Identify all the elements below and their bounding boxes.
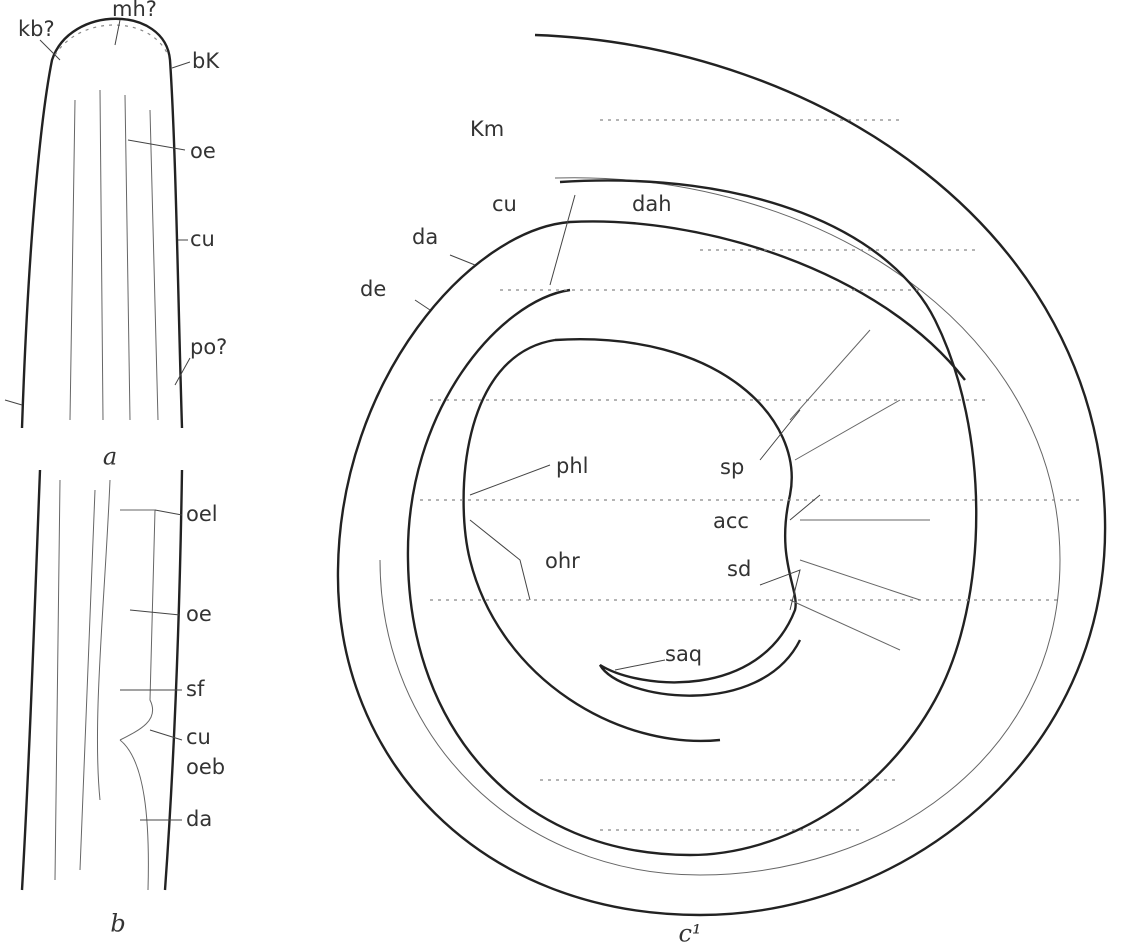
label: da bbox=[186, 807, 212, 831]
caption: b bbox=[110, 910, 125, 938]
label: cu bbox=[492, 192, 517, 216]
outer-outline bbox=[336, 33, 1107, 917]
caption: c¹ bbox=[678, 920, 701, 946]
leaders bbox=[4, 19, 191, 406]
label: de bbox=[360, 277, 386, 301]
inner-cuticle bbox=[379, 177, 1061, 876]
label: sd bbox=[727, 557, 751, 581]
label: sp bbox=[720, 455, 744, 479]
label: bK bbox=[192, 49, 220, 73]
label: oel bbox=[186, 502, 218, 526]
label: acc bbox=[713, 509, 749, 533]
body-outline bbox=[20, 469, 184, 891]
inner-lines bbox=[69, 89, 159, 421]
label: Km bbox=[470, 117, 504, 141]
label: ohr bbox=[545, 549, 580, 573]
label: phl bbox=[556, 454, 588, 478]
label: mh? bbox=[112, 0, 157, 21]
muscle-dots bbox=[420, 119, 1080, 831]
panel-a: kb? mh? bK oe cu po? a bbox=[4, 0, 227, 471]
inner-lines bbox=[54, 479, 156, 891]
head-dots bbox=[54, 24, 169, 56]
label: saq bbox=[665, 642, 702, 666]
label: da bbox=[412, 225, 438, 249]
leaders bbox=[414, 194, 821, 671]
panel-b: oel oe sf cu oeb da b bbox=[20, 469, 225, 938]
middle-outline bbox=[406, 179, 978, 857]
caption: a bbox=[103, 443, 117, 471]
label: sf bbox=[186, 677, 205, 701]
spicule-rays bbox=[789, 329, 930, 651]
label: oeb bbox=[186, 755, 225, 779]
label: oe bbox=[186, 602, 212, 626]
label: po? bbox=[190, 335, 227, 359]
label: dah bbox=[632, 192, 672, 216]
body-outline bbox=[20, 17, 184, 429]
label: cu bbox=[190, 227, 215, 251]
label: oe bbox=[190, 139, 216, 163]
label: cu bbox=[186, 725, 211, 749]
leaders bbox=[120, 509, 183, 821]
label: kb? bbox=[18, 17, 55, 41]
inner-outline bbox=[462, 338, 802, 743]
panel-c: Km cu dah da de phl sp acc sd ohr saq c¹ bbox=[336, 33, 1107, 946]
